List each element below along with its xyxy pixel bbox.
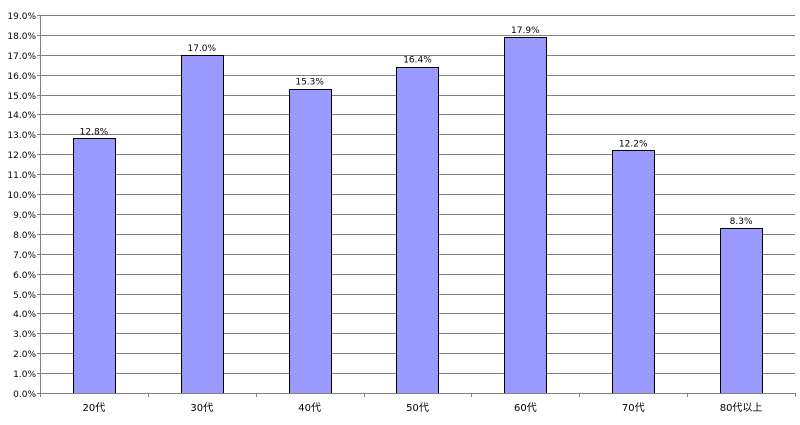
x-tick-label: 70代 [622, 402, 645, 414]
data-label: 12.2% [619, 139, 648, 149]
y-tick-label: 14.0% [7, 111, 36, 121]
y-tick-label: 16.0% [7, 72, 36, 82]
x-tick-label: 20代 [83, 402, 106, 414]
x-tick-label: 60代 [514, 402, 537, 414]
bar [73, 138, 116, 394]
y-tick-label: 0.0% [13, 390, 36, 400]
bars [73, 37, 763, 394]
y-tick-label: 17.0% [7, 52, 36, 62]
y-tick-label: 2.0% [13, 350, 36, 360]
y-tick-label: 7.0% [13, 251, 36, 261]
data-label: 8.3% [730, 217, 753, 227]
y-tick-label: 5.0% [13, 291, 36, 301]
bar [720, 228, 763, 394]
bar [289, 89, 332, 394]
y-tick-label: 6.0% [13, 271, 36, 281]
y-tick-label: 18.0% [7, 32, 36, 42]
bar [504, 37, 547, 394]
axes [37, 15, 796, 397]
y-tick-label: 10.0% [7, 191, 36, 201]
data-label: 15.3% [295, 78, 324, 88]
bar [181, 55, 224, 394]
y-tick-label: 15.0% [7, 92, 36, 102]
data-label: 17.0% [187, 44, 216, 54]
bar [396, 67, 439, 394]
x-tick-label: 80代以上 [720, 402, 763, 414]
y-tick-label: 8.0% [13, 231, 36, 241]
data-label: 12.8% [80, 127, 109, 137]
y-tick-label: 3.0% [13, 330, 36, 340]
y-tick-label: 4.0% [13, 310, 36, 320]
data-label: 16.4% [403, 56, 432, 66]
y-tick-label: 12.0% [7, 151, 36, 161]
bar [612, 150, 655, 394]
x-tick-label: 30代 [190, 402, 213, 414]
x-tick-label: 50代 [406, 402, 429, 414]
y-tick-label: 13.0% [7, 131, 36, 141]
y-tick-label: 9.0% [13, 211, 36, 221]
data-label: 17.9% [511, 26, 540, 36]
y-tick-label: 19.0% [7, 12, 36, 22]
y-tick-label: 1.0% [13, 370, 36, 380]
labels: 0.0% 1.0% 2.0% 3.0% 4.0% 5.0% 6.0% 7.0% 8.0% 9.0%… [7, 12, 762, 414]
y-tick-label: 11.0% [7, 171, 36, 181]
x-tick-label: 40代 [298, 402, 321, 414]
